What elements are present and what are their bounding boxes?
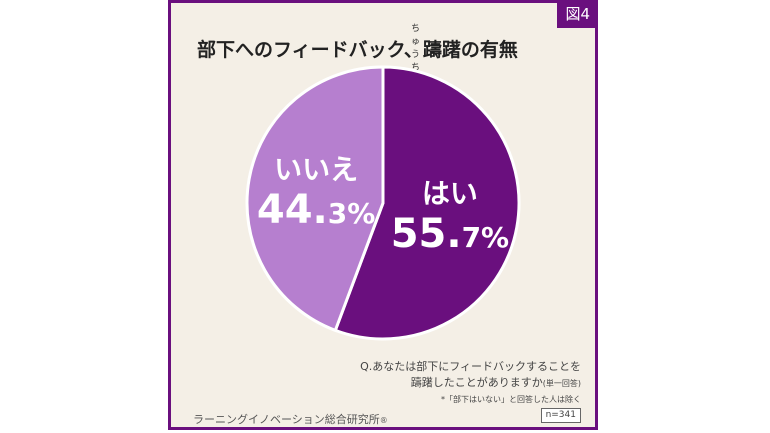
question-answer-type: (単一回答) <box>542 379 581 388</box>
slice-label-yes: はい <box>422 177 478 210</box>
source-credit: ラーニングイノベーション総合研究所® <box>193 411 388 427</box>
exclusion-note: *「部下はいない」と回答した人は除く <box>441 395 581 404</box>
pie-slice-yes <box>333 65 521 341</box>
figure-number-badge: 図4 <box>557 0 598 28</box>
slice-value-yes: 55.7% <box>391 211 509 257</box>
slice-value-decimal: 7 <box>462 221 481 254</box>
figure-card: 図4 ちゅうちょ 部下へのフィードバック、躊躇の有無 はい55.7%いいえ44.… <box>168 0 598 430</box>
slice-value-integer: 55. <box>391 211 462 257</box>
question-line-1: Q.あなたは部下にフィードバックすることを <box>360 360 581 373</box>
chart-title: 部下へのフィードバック、躊躇の有無 <box>197 39 518 61</box>
question-text: Q.あなたは部下にフィードバックすることを 躊躇したことがありますか(単一回答) <box>360 359 581 392</box>
sample-size-badge: n=341 <box>540 408 581 423</box>
slice-value-no: 44.3% <box>257 187 375 233</box>
registered-mark: ® <box>379 416 388 425</box>
slice-label-no: いいえ <box>274 153 358 186</box>
source-name: ラーニングイノベーション総合研究所 <box>193 413 380 426</box>
pie-slice-no <box>245 65 385 333</box>
slice-value-unit: % <box>347 197 375 230</box>
slice-value-decimal: 3 <box>328 197 347 230</box>
question-line-2: 躊躇したことがありますか <box>410 376 543 389</box>
slice-value-unit: % <box>481 221 509 254</box>
slice-value-integer: 44. <box>257 187 328 233</box>
